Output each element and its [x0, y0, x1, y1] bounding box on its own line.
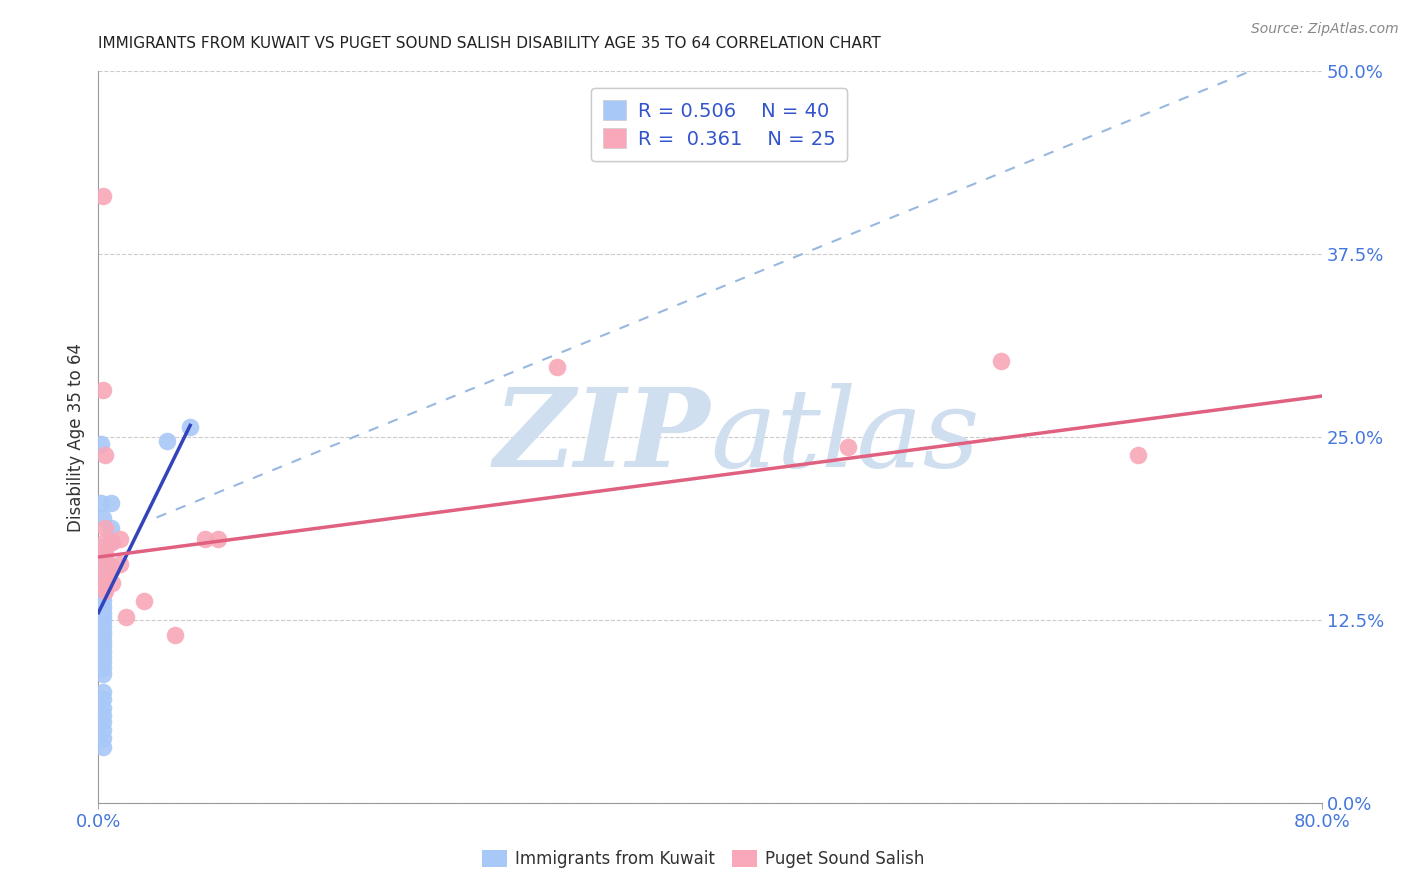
- Point: [100, 535, 122, 549]
- Y-axis label: Disability Age 35 to 64: Disability Age 35 to 64: [66, 343, 84, 532]
- Point: [91, 643, 114, 657]
- Point: [91, 620, 114, 634]
- Point: [100, 521, 122, 535]
- Point: [91, 723, 114, 737]
- Point: [990, 354, 1012, 368]
- Point: [837, 440, 859, 454]
- Point: [91, 629, 114, 643]
- Point: [93, 535, 115, 549]
- Point: [91, 667, 114, 681]
- Point: [91, 708, 114, 723]
- Point: [91, 188, 114, 202]
- Point: [91, 583, 114, 598]
- Point: [91, 540, 114, 554]
- Point: [163, 627, 186, 641]
- Point: [156, 434, 179, 449]
- Point: [108, 533, 131, 547]
- Text: ZIP: ZIP: [494, 384, 710, 491]
- Point: [93, 583, 115, 598]
- Point: [91, 569, 114, 583]
- Point: [93, 579, 115, 593]
- Point: [115, 610, 138, 624]
- Point: [93, 448, 115, 462]
- Point: [91, 649, 114, 664]
- Point: [108, 558, 131, 572]
- Legend: Immigrants from Kuwait, Puget Sound Salish: Immigrants from Kuwait, Puget Sound Sali…: [475, 843, 931, 875]
- Point: [134, 594, 156, 608]
- Point: [93, 521, 115, 535]
- Point: [90, 496, 112, 510]
- Point: [91, 562, 114, 576]
- Point: [91, 588, 114, 602]
- Point: [93, 544, 115, 558]
- Point: [91, 624, 114, 639]
- Point: [90, 437, 112, 451]
- Point: [91, 610, 114, 624]
- Text: IMMIGRANTS FROM KUWAIT VS PUGET SOUND SALISH DISABILITY AGE 35 TO 64 CORRELATION: IMMIGRANTS FROM KUWAIT VS PUGET SOUND SA…: [98, 36, 882, 51]
- Point: [207, 533, 229, 547]
- Point: [101, 576, 124, 591]
- Point: [91, 635, 114, 649]
- Point: [100, 558, 122, 573]
- Point: [91, 740, 114, 755]
- Point: [91, 594, 114, 608]
- Point: [91, 700, 114, 714]
- Point: [1128, 448, 1150, 462]
- Point: [91, 656, 114, 670]
- Point: [101, 535, 124, 549]
- Point: [91, 549, 114, 564]
- Point: [91, 692, 114, 706]
- Point: [91, 661, 114, 675]
- Text: atlas: atlas: [710, 384, 980, 491]
- Point: [91, 731, 114, 746]
- Point: [546, 359, 568, 374]
- Point: [194, 533, 217, 547]
- Point: [91, 606, 114, 620]
- Point: [91, 615, 114, 629]
- Point: [93, 572, 115, 586]
- Point: [179, 420, 201, 434]
- Text: Source: ZipAtlas.com: Source: ZipAtlas.com: [1251, 22, 1399, 37]
- Point: [91, 576, 114, 591]
- Point: [93, 562, 115, 576]
- Point: [91, 579, 114, 593]
- Point: [91, 715, 114, 730]
- Point: [91, 640, 114, 654]
- Point: [91, 510, 114, 524]
- Legend: R = 0.506    N = 40, R =  0.361    N = 25: R = 0.506 N = 40, R = 0.361 N = 25: [591, 88, 846, 161]
- Point: [101, 562, 124, 576]
- Point: [100, 496, 122, 510]
- Point: [91, 599, 114, 614]
- Point: [91, 684, 114, 698]
- Point: [93, 551, 115, 566]
- Point: [91, 384, 114, 398]
